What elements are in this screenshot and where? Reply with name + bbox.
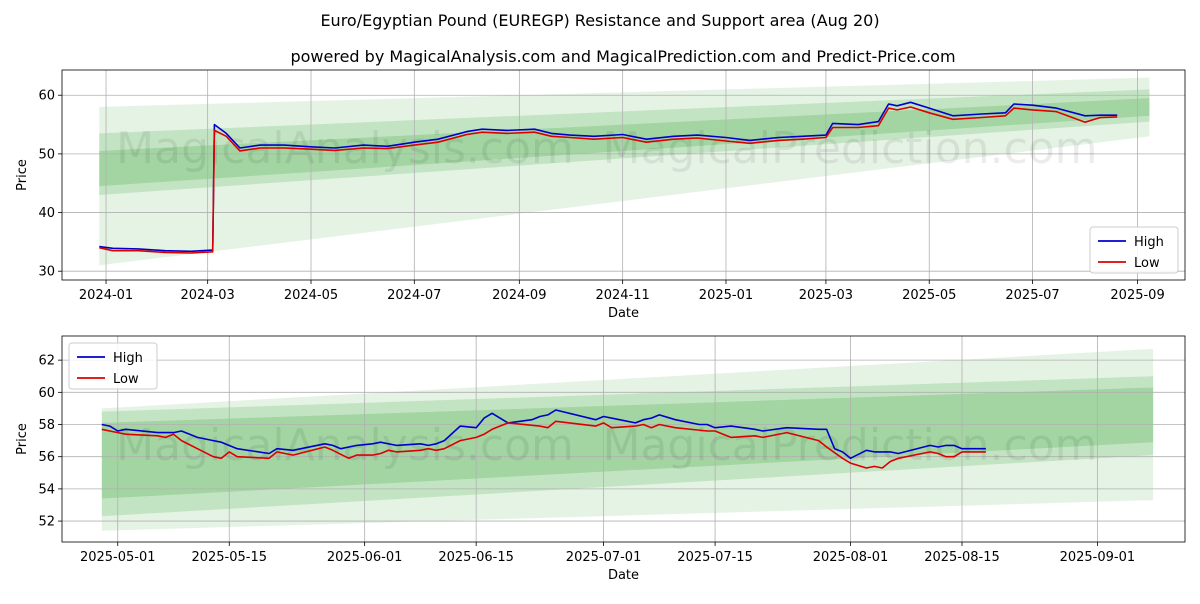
x-tick-label: 2025-06-15	[438, 550, 514, 565]
top-price-chart: 2024-01 2024-03 2024-05 2024-07 2024-09 2024-…	[15, 69, 1186, 321]
x-tick-label: 2025-01	[699, 288, 753, 303]
y-tick-label: 60	[38, 89, 55, 104]
y-axis-label: Price	[15, 159, 30, 191]
low-series-line	[101, 420, 986, 469]
watermark: MagicalPrediction.com	[603, 123, 1098, 174]
y-tick-label: 62	[38, 354, 55, 369]
x-tick-label: 2025-09-01	[1060, 550, 1136, 565]
x-tick-label: 2025-08-01	[813, 550, 889, 565]
y-tick-label: 56	[38, 450, 55, 465]
x-tick-label: 2025-05	[902, 288, 956, 303]
support-resistance-band	[99, 89, 1150, 195]
x-tick-label: 2025-07-15	[677, 550, 753, 565]
bottom-price-chart: 2025-05-01 2025-05-15 2025-06-01 2025-06-15…	[15, 335, 1186, 583]
y-tick-label: 50	[38, 147, 55, 162]
x-tick-label: 2024-07	[387, 288, 441, 303]
y-tick-label: 30	[38, 265, 55, 280]
x-axis-label: Date	[608, 306, 639, 321]
legend-label: High	[113, 351, 143, 366]
x-tick-label: 2024-01	[79, 288, 133, 303]
x-tick-label: 2024-09	[492, 288, 546, 303]
chart-title: Euro/Egyptian Pound (EUREGP) Resistance …	[320, 11, 879, 30]
chart-legend: High Low	[1089, 226, 1179, 274]
x-tick-label: 2025-05-01	[80, 550, 156, 565]
plot-frame	[61, 335, 1186, 543]
high-series-line	[99, 101, 1118, 253]
x-tick-label: 2024-05	[284, 288, 338, 303]
y-tick-label: 58	[38, 418, 55, 433]
x-tick-label: 2025-06-01	[327, 550, 403, 565]
x-tick-label: 2025-03	[799, 288, 853, 303]
legend-label: High	[1134, 235, 1164, 250]
x-tick-label: 2025-08-15	[924, 550, 1000, 565]
y-tick-label: 52	[38, 515, 55, 530]
x-tick-label: 2025-07-01	[566, 550, 642, 565]
watermark: MagicalAnalysis.com	[116, 123, 574, 174]
legend-label: Low	[1134, 256, 1160, 271]
high-series-line	[101, 409, 986, 460]
x-tick-label: 2025-07	[1005, 288, 1059, 303]
y-tick-label: 60	[38, 386, 55, 401]
y-tick-label: 40	[38, 206, 55, 221]
support-resistance-band	[99, 98, 1150, 187]
x-tick-label: 2024-11	[595, 288, 649, 303]
legend-label: Low	[113, 372, 139, 387]
watermark: MagicalAnalysis.com	[116, 420, 574, 471]
x-tick-label: 2025-09	[1110, 288, 1164, 303]
x-tick-label: 2024-03	[181, 288, 235, 303]
x-axis-label: Date	[608, 568, 639, 583]
y-axis-label: Price	[15, 423, 30, 455]
low-series-line	[99, 106, 1118, 254]
x-tick-label: 2025-05-15	[191, 550, 267, 565]
plot-frame	[61, 69, 1186, 281]
y-tick-label: 54	[38, 482, 55, 497]
chart-legend: High Low	[68, 342, 158, 390]
support-resistance-band	[99, 77, 1150, 266]
chart-subtitle: powered by MagicalAnalysis.com and Magic…	[290, 47, 955, 66]
